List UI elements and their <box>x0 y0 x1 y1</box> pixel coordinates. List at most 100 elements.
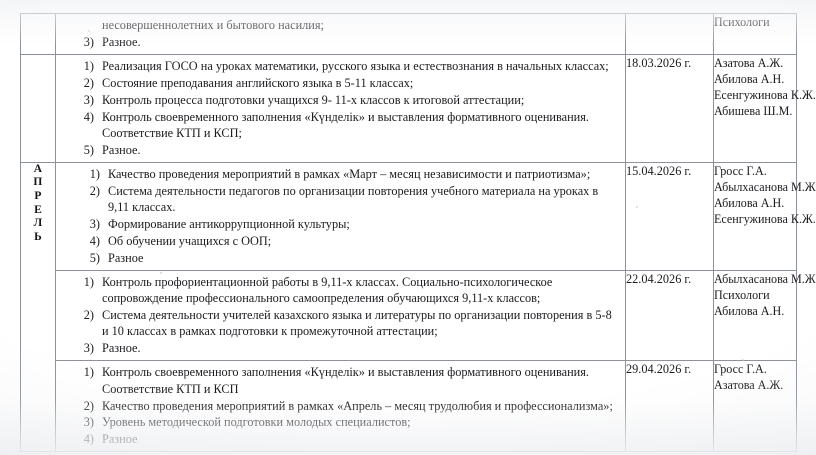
list-item: 1) Контроль профориентационной работы в … <box>74 274 619 307</box>
list-item-text: Система деятельности педагогов по органи… <box>108 183 599 215</box>
list-item-number: 1) <box>83 274 94 289</box>
list-item: 1) Контроль своевременного заполнения «К… <box>74 364 619 397</box>
scan-speck <box>636 206 638 208</box>
list-item-text: Об обучении учащихся с ООП; <box>108 233 272 248</box>
responsible-name: Абылхасанова М.Ж. <box>714 179 816 194</box>
agenda-cell: 1) Качество проведения мероприятий в рам… <box>55 161 626 271</box>
month-label-cell: А П Р Е Л Ь <box>20 161 56 453</box>
responsible-name: Азатова А.Ж. <box>714 378 784 393</box>
list-item-text: Контроль профориентационной работы в 9,1… <box>102 274 553 306</box>
responsible-cell: Азатова А.Ж. Абилова А.Н. Есенгужинова К… <box>713 53 816 163</box>
responsible-name: Абилова А.Н. <box>714 72 785 87</box>
list-item-text: Качество проведения мероприятий в рамках… <box>102 398 613 413</box>
agenda-cell: 1) Контроль профориентационной работы в … <box>55 269 626 362</box>
responsible-name: Гросс Г.А. <box>714 362 767 377</box>
responsible-name: Гросс Г.А. <box>714 163 767 178</box>
list-item-text: Формирование антикоррупционной культуры; <box>108 216 350 231</box>
list-item: 2) Состояние преподавания английского яз… <box>74 75 619 91</box>
month-cell-empty-1 <box>20 13 56 55</box>
scan-speck <box>88 30 90 32</box>
agenda-list: 1) Реализация ГОСО на уроках математики,… <box>56 55 625 162</box>
list-item-number: 1) <box>83 58 94 73</box>
list-item-number: 1) <box>89 166 100 181</box>
list-item: 3) Разное. <box>74 34 619 50</box>
list-item: 2) Система деятельности педагогов по орг… <box>80 183 619 216</box>
list-item-text: Контроль процесса подготовки учащихся 9-… <box>102 92 525 107</box>
responsible-name: Абишева Ш.М. <box>714 104 793 119</box>
list-item: 3) Уровень методической подготовки молод… <box>74 414 619 430</box>
responsible-name: Есенгужинова К.Ж. <box>714 88 816 103</box>
list-item-number: 5) <box>89 250 100 265</box>
month-letter: А <box>33 162 43 175</box>
table-row: 1) Контроль своевременного заполнения «К… <box>21 360 797 453</box>
month-letter: Е <box>34 203 42 216</box>
list-item-text: несовершеннолетних и бытового насилия; <box>102 18 324 32</box>
list-item-text: Уровень методической подготовки молодых … <box>102 415 411 430</box>
list-item-text: Состояние преподавания английского языка… <box>102 75 414 90</box>
list-item: 4) Об обучении учащихся с ООП; <box>80 233 619 249</box>
list-item: 5) Разное. <box>74 142 619 158</box>
agenda-list: 1) Контроль профориентационной работы в … <box>56 271 625 361</box>
responsible-name: Азатова А.Ж. <box>714 55 784 70</box>
scan-speck <box>712 43 714 45</box>
month-cell-empty-2 <box>20 53 56 163</box>
table-row: 1) Реализация ГОСО на уроках математики,… <box>20 53 816 163</box>
list-item-text: Качество проведения мероприятий в рамках… <box>108 166 591 181</box>
list-item: 2) Система деятельности учителей казахск… <box>74 307 619 340</box>
list-item: 5) Разное <box>80 250 619 266</box>
list-item-number: 4) <box>83 109 94 124</box>
work-plan-table: несовершеннолетних и бытового насилия; 3… <box>20 13 816 453</box>
responsible-name: Психологи <box>714 15 770 29</box>
list-item-number: 2) <box>83 75 94 90</box>
responsible-cell: Психологи <box>713 13 797 55</box>
list-item-text: Контроль своевременного заполнения «Күнд… <box>102 109 589 140</box>
list-item: 1) Качество проведения мероприятий в рам… <box>80 166 619 182</box>
responsible-name: Психологи <box>714 287 770 302</box>
list-item-text: Контроль своевременного заполнения «Күнд… <box>102 365 589 396</box>
table-row: несовершеннолетних и бытового насилия; 3… <box>20 13 797 55</box>
list-item-number: 5) <box>83 142 94 157</box>
list-item: 1) Реализация ГОСО на уроках математики,… <box>74 58 619 74</box>
agenda-cell: 1) Реализация ГОСО на уроках математики,… <box>55 53 626 163</box>
scan-speck <box>742 359 744 361</box>
list-item-text: Разное. <box>102 34 141 49</box>
date-cell: 22.04.2026 г. <box>625 269 714 362</box>
table-body: несовершеннолетних и бытового насилия; 3… <box>20 13 816 453</box>
agenda-cell: несовершеннолетних и бытового насилия; 3… <box>55 13 626 55</box>
month-letter: П <box>33 176 43 189</box>
list-item-number: 3) <box>83 415 94 430</box>
responsible-cell: Гросс Г.А. Абылхасанова М.Ж. Абилова А.Н… <box>713 161 816 271</box>
agenda-list: 1) Контроль своевременного заполнения «К… <box>56 361 625 451</box>
responsible-cell: Абылхасанова М.Ж. Психологи Абилова А.Н. <box>713 269 816 362</box>
list-item: 3) Контроль процесса подготовки учащихся… <box>74 92 619 108</box>
list-item-number: 4) <box>89 233 100 248</box>
table-row: А П Р Е Л Ь 1) Качество проведения мероп… <box>20 161 816 453</box>
agenda-cell: 1) Контроль своевременного заполнения «К… <box>55 360 626 453</box>
list-item-text: Реализация ГОСО на уроках математики, ру… <box>102 58 609 73</box>
list-item-number: 2) <box>89 183 100 198</box>
responsible-cell: Гросс Г.А. Азатова А.Ж. <box>713 360 797 453</box>
list-item-text: Разное. <box>102 341 141 356</box>
list-item: несовершеннолетних и бытового насилия; <box>74 17 619 33</box>
list-item: 4) Разное <box>74 431 619 447</box>
list-item: 3) Формирование антикоррупционной культу… <box>80 216 619 232</box>
list-item-number: 4) <box>83 432 94 447</box>
list-item-number: 3) <box>83 92 94 107</box>
month-letter: Л <box>33 217 43 230</box>
list-item-text: Разное. <box>102 142 141 157</box>
list-item-number: 2) <box>83 308 94 322</box>
responsible-name: Есенгужинова К.Ж. <box>714 212 816 227</box>
list-item-number: 3) <box>89 216 100 231</box>
month-letter: Р <box>34 189 42 202</box>
list-item: 3) Разное. <box>74 340 619 356</box>
list-item: 4) Контроль своевременного заполнения «К… <box>74 109 619 142</box>
scan-speck <box>229 69 231 71</box>
date-cell: 29.04.2026 г. <box>625 360 714 453</box>
list-item-text: Разное <box>108 250 144 265</box>
month-letter: Ь <box>34 230 42 243</box>
date-cell <box>625 13 714 55</box>
list-item-number: 3) <box>83 341 94 356</box>
month-vertical-label: А П Р Е Л Ь <box>21 163 55 245</box>
list-item-text: Разное <box>102 432 138 447</box>
